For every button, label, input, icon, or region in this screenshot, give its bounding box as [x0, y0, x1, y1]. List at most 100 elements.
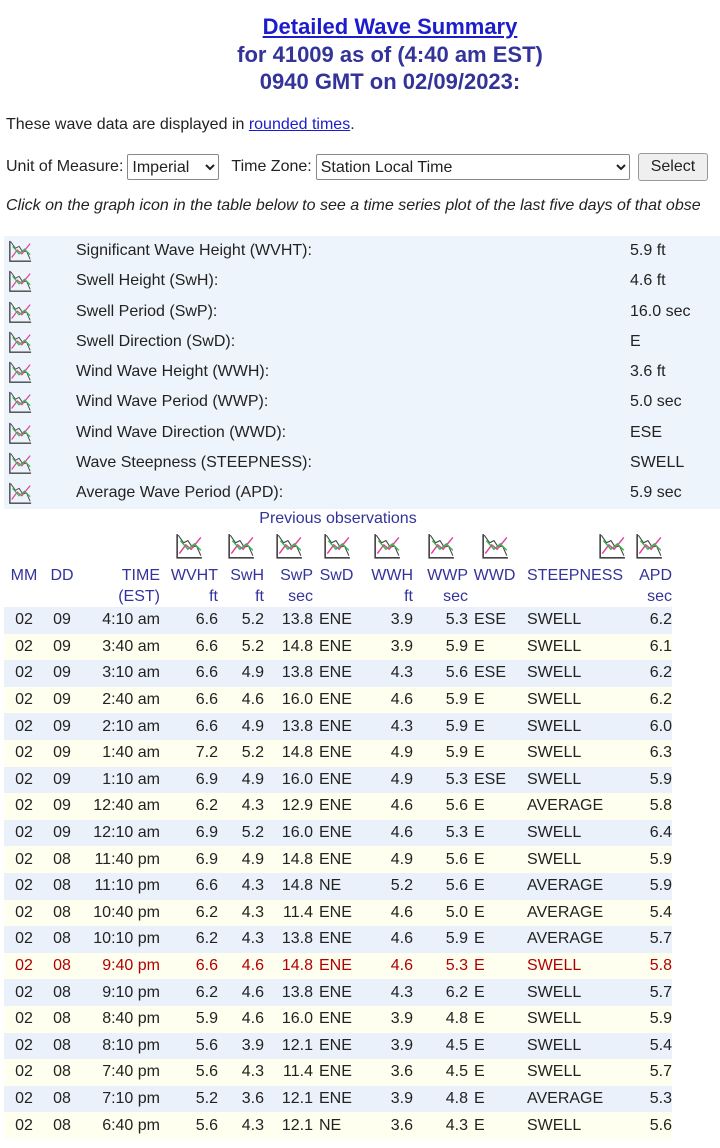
observations-table: MM DD TIME WVHT SwH SwP SwD WWH WWP WWD STEEPNESS A…	[4, 532, 672, 1139]
column-unit: sec	[443, 587, 468, 605]
cell: NE	[319, 877, 342, 895]
cell: 6.0	[649, 717, 672, 735]
plot-icon[interactable]	[175, 532, 203, 560]
cell: 6.2	[445, 983, 468, 1001]
cell: 09	[53, 611, 71, 629]
cell: 6.6	[195, 877, 218, 895]
summary-label: Swell Period (SwP):	[76, 302, 218, 320]
summary-label: Wind Wave Height (WWH):	[76, 363, 270, 381]
cell: 5.6	[649, 1116, 672, 1134]
cell: E	[474, 691, 485, 709]
summary-value: SWELL	[630, 454, 685, 472]
plot-icon[interactable]	[8, 239, 32, 263]
summary-row: Swell Period (SwP): 16.0 sec	[4, 297, 720, 327]
cell: 5.6	[445, 877, 468, 895]
summary-value: 5.9 ft	[630, 242, 666, 259]
observation-row: 02 08 9:40 pm 6.6 4.6 14.8 ENE 4.6 5.3 E SWELL 5.8	[4, 952, 672, 980]
cell: 5.6	[195, 1063, 218, 1081]
cell: SWELL	[527, 691, 582, 709]
cell: ENE	[319, 850, 352, 868]
cell: 4:10 am	[102, 611, 160, 629]
plot-icon[interactable]	[8, 390, 32, 414]
plot-icon[interactable]	[8, 481, 32, 505]
plot-icon[interactable]	[323, 532, 351, 560]
cell: 02	[15, 770, 33, 788]
cell: 3.9	[390, 637, 413, 655]
cell: 5.9	[649, 770, 672, 788]
plot-icon[interactable]	[8, 330, 32, 354]
cell: ENE	[319, 1063, 352, 1081]
cell: 6.2	[195, 983, 218, 1001]
plot-icon[interactable]	[8, 269, 32, 293]
cell: 5.8	[649, 957, 672, 975]
plot-icon[interactable]	[8, 300, 32, 324]
cell: 4.3	[241, 1063, 264, 1081]
observation-row: 02 08 9:10 pm 6.2 4.6 13.8 ENE 4.3 6.2 E SWELL 5.7	[4, 979, 672, 1006]
cell: 4.9	[390, 770, 413, 788]
cell: ENE	[319, 744, 352, 762]
column-unit: sec	[647, 587, 672, 605]
cell: 4.6	[390, 691, 413, 709]
rounded-times-link[interactable]: rounded times	[248, 116, 351, 133]
cell: 08	[53, 930, 71, 948]
cell: 4.3	[241, 1116, 264, 1134]
cell: 7:10 pm	[102, 1089, 160, 1107]
cell: SWELL	[527, 983, 582, 1001]
summary-row: Average Wave Period (APD): 5.9 sec	[4, 478, 720, 508]
title-link[interactable]: Detailed Wave Summary	[262, 14, 518, 39]
observation-row: 02 08 7:10 pm 5.2 3.6 12.1 ENE 3.9 4.8 E AVERAGE 5.…	[4, 1085, 672, 1113]
cell: 13.8	[281, 717, 313, 735]
cell: 08	[53, 1063, 71, 1081]
cell: 02	[15, 744, 33, 762]
column-header: SwD	[319, 566, 354, 584]
cell: 10:40 pm	[93, 903, 160, 921]
cell: E	[474, 930, 485, 948]
cell: SWELL	[527, 611, 582, 629]
tz-select[interactable]: Station Local Time	[315, 154, 630, 180]
plot-icon[interactable]	[275, 532, 303, 560]
cell: 08	[53, 1036, 71, 1054]
plot-icon[interactable]	[481, 532, 509, 560]
plot-icon[interactable]	[427, 532, 455, 560]
cell: 5.9	[445, 930, 468, 948]
summary-table: Significant Wave Height (WVHT): 5.9 ft Swe…	[4, 236, 720, 509]
observation-row: 02 09 3:40 am 6.6 5.2 14.8 ENE 3.9 5.9 E SWELL 6.1	[4, 633, 672, 661]
cell: 02	[15, 1089, 33, 1107]
column-header: MM	[10, 566, 38, 584]
cell: ENE	[319, 770, 352, 788]
cell: 3.6	[390, 1116, 413, 1134]
cell: 09	[53, 717, 71, 735]
cell: 5.6	[195, 1036, 218, 1054]
observation-row: 02 08 10:10 pm 6.2 4.3 13.8 ENE 4.6 5.9 E AVERAGE 5…	[4, 926, 672, 953]
plot-icon[interactable]	[227, 532, 255, 560]
cell: NE	[319, 1116, 342, 1134]
observation-row: 02 09 4:10 am 6.6 5.2 13.8 ENE 3.9 5.3 ESE SWELL 6.…	[4, 607, 672, 634]
plot-icon[interactable]	[8, 451, 32, 475]
cell: 12.1	[281, 1036, 313, 1054]
cell: 4.3	[445, 1116, 468, 1134]
cell: 09	[53, 637, 71, 655]
plot-icon[interactable]	[598, 532, 626, 560]
select-button[interactable]: Select	[637, 153, 709, 181]
cell: 6.9	[195, 770, 218, 788]
cell: 6.6	[195, 611, 218, 629]
cell: 02	[15, 717, 33, 735]
plot-icon[interactable]	[8, 421, 32, 445]
cell: 5.2	[241, 744, 264, 762]
cell: 4.9	[241, 717, 264, 735]
cell: 6.2	[649, 664, 672, 682]
page-title[interactable]: Detailed Wave Summary	[0, 13, 720, 40]
cell: 4.6	[241, 957, 264, 975]
cell: 4.9	[241, 770, 264, 788]
cell: 13.8	[281, 664, 313, 682]
plot-icon[interactable]	[635, 532, 663, 560]
cell: 5.9	[445, 744, 468, 762]
summary-label: Swell Height (SwH):	[76, 272, 219, 290]
cell: 13.8	[281, 983, 313, 1001]
observation-row: 02 08 7:40 pm 5.6 4.3 11.4 ENE 3.6 4.5 E SWELL 5.7	[4, 1059, 672, 1086]
plot-icon[interactable]	[373, 532, 401, 560]
icon-cell	[264, 532, 313, 565]
unit-select[interactable]: Imperial	[127, 154, 220, 180]
plot-icon[interactable]	[8, 360, 32, 384]
cell: 3:10 am	[102, 664, 160, 682]
